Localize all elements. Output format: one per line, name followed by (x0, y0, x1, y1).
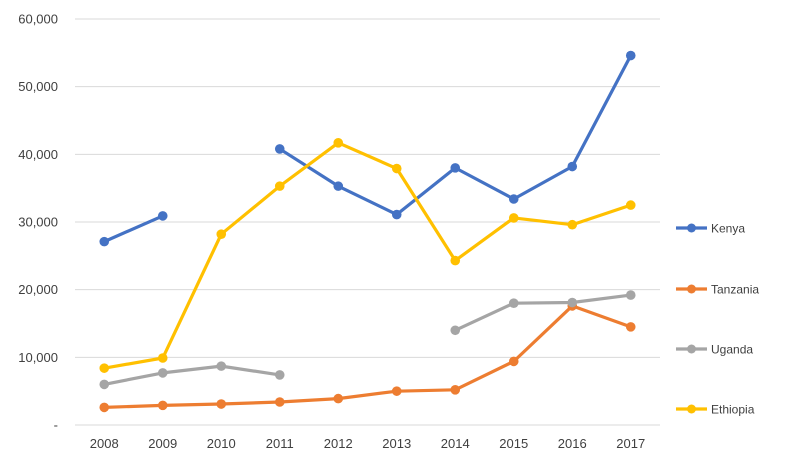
data-point (391, 209, 402, 220)
x-tick-label: 2008 (90, 436, 119, 451)
x-tick-label: 2015 (499, 436, 528, 451)
data-point (333, 181, 344, 191)
data-point (274, 397, 285, 407)
series-line (102, 141, 633, 370)
x-tick-label: 2013 (382, 436, 411, 451)
data-point (567, 161, 578, 172)
series-line (102, 304, 633, 410)
legend-label: Tanzania (711, 283, 759, 297)
data-point (567, 219, 578, 230)
x-tick-label: 2009 (148, 436, 177, 451)
data-point (216, 399, 227, 409)
data-point (274, 181, 285, 191)
series-ethiopia (99, 138, 636, 373)
data-point (625, 290, 636, 300)
data-point (157, 211, 168, 221)
data-point (567, 297, 578, 308)
x-tick-label: 2014 (441, 436, 470, 451)
legend-swatch-marker (687, 223, 696, 233)
y-tick-label: 30,000 (18, 215, 58, 230)
data-point (216, 361, 227, 371)
x-tick-label: 2016 (558, 436, 587, 451)
series-line (453, 293, 633, 332)
data-point (625, 200, 636, 210)
x-tick-label: 2010 (207, 436, 236, 451)
legend-swatch-marker (687, 404, 696, 414)
legend-swatch-marker (687, 344, 696, 354)
legend-label: Kenya (711, 222, 745, 236)
data-point (333, 138, 344, 148)
y-tick-label: 40,000 (18, 147, 58, 162)
legend-swatch-marker (687, 284, 696, 294)
legend-item-kenya: Kenya (676, 222, 745, 236)
data-point (508, 194, 519, 204)
data-point (508, 298, 519, 309)
data-point (274, 144, 285, 154)
data-point (274, 370, 285, 380)
data-point (157, 400, 168, 411)
data-point (450, 255, 461, 266)
y-tick-label: 50,000 (18, 79, 58, 94)
series-lines (99, 50, 636, 413)
data-point (625, 50, 636, 61)
data-point (508, 356, 519, 367)
data-point (450, 163, 461, 173)
data-point (157, 353, 168, 363)
data-point (216, 229, 227, 239)
data-point (450, 385, 461, 395)
series-tanzania (99, 301, 636, 413)
series-line (102, 214, 165, 244)
x-tick-label: 2012 (324, 436, 353, 451)
data-point (391, 163, 402, 174)
data-point (157, 368, 168, 378)
legend-item-tanzania: Tanzania (676, 283, 759, 297)
y-tick-label: - (54, 418, 58, 433)
y-tick-label: 10,000 (18, 350, 58, 365)
data-point (333, 393, 344, 404)
series-uganda (99, 290, 636, 390)
legend-item-ethiopia: Ethiopia (676, 403, 755, 417)
data-point (625, 322, 636, 332)
y-tick-label: 20,000 (18, 282, 58, 297)
x-axis-tick-labels: 2008 2009 2010 2011 2012 2013 2014 2015 2016 2017 (90, 436, 645, 451)
x-tick-label: 2011 (266, 436, 294, 451)
data-point (99, 402, 110, 413)
y-tick-label: 60,000 (18, 12, 58, 27)
series-line (278, 53, 633, 217)
data-point (99, 379, 110, 390)
series-kenya (99, 50, 636, 247)
data-point (391, 386, 402, 396)
data-point (508, 213, 519, 223)
legend-label: Uganda (711, 343, 753, 357)
x-tick-label: 2017 (616, 436, 645, 451)
series-line (102, 364, 282, 386)
legend: Kenya Tanzania Uganda Ethiopia (676, 222, 759, 417)
data-point (99, 236, 110, 247)
data-point (99, 363, 110, 373)
legend-label: Ethiopia (711, 403, 755, 417)
legend-item-uganda: Uganda (676, 343, 753, 357)
y-axis-tick-labels: - 10,000 20,000 30,000 40,000 50,000 60,000 (18, 12, 58, 433)
data-point (450, 325, 461, 336)
